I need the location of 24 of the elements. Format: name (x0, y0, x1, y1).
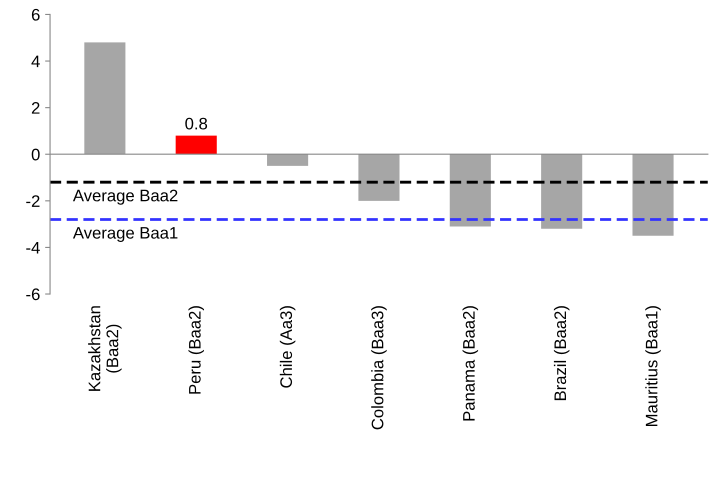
x-tick-label: Panama (Baa2) (462, 306, 478, 420)
bar (358, 154, 400, 201)
y-tick-label: 2 (32, 102, 40, 114)
y-tick-label: 0 (32, 148, 40, 160)
bar (267, 154, 308, 166)
y-tick-label: 6 (32, 8, 40, 21)
bar (84, 42, 126, 154)
bar (176, 136, 217, 154)
x-tick-label: Mauritius (Baa1) (645, 306, 661, 426)
x-tick-label: Brazil (Baa2) (554, 306, 570, 400)
y-tick-label: -2 (26, 195, 40, 207)
x-tick-label: Chile (Aa3) (280, 306, 296, 388)
y-tick-label: 4 (31, 56, 40, 68)
bar (632, 154, 674, 236)
bar (541, 154, 582, 229)
y-tick-label: -4 (26, 242, 40, 254)
bar (450, 154, 491, 226)
x-tick-label: Peru (Baa2) (188, 306, 204, 394)
data-label: 0.8 (185, 118, 208, 130)
ref-line-label: Average Baa2 (72, 190, 178, 205)
x-tick-label: Colombia (Baa3) (371, 306, 387, 430)
ref-line-label: Average Baa1 (72, 227, 178, 242)
x-tick-label: Kazakhstan (Baa2) (88, 306, 122, 391)
y-tick-label: -6 (26, 288, 40, 300)
